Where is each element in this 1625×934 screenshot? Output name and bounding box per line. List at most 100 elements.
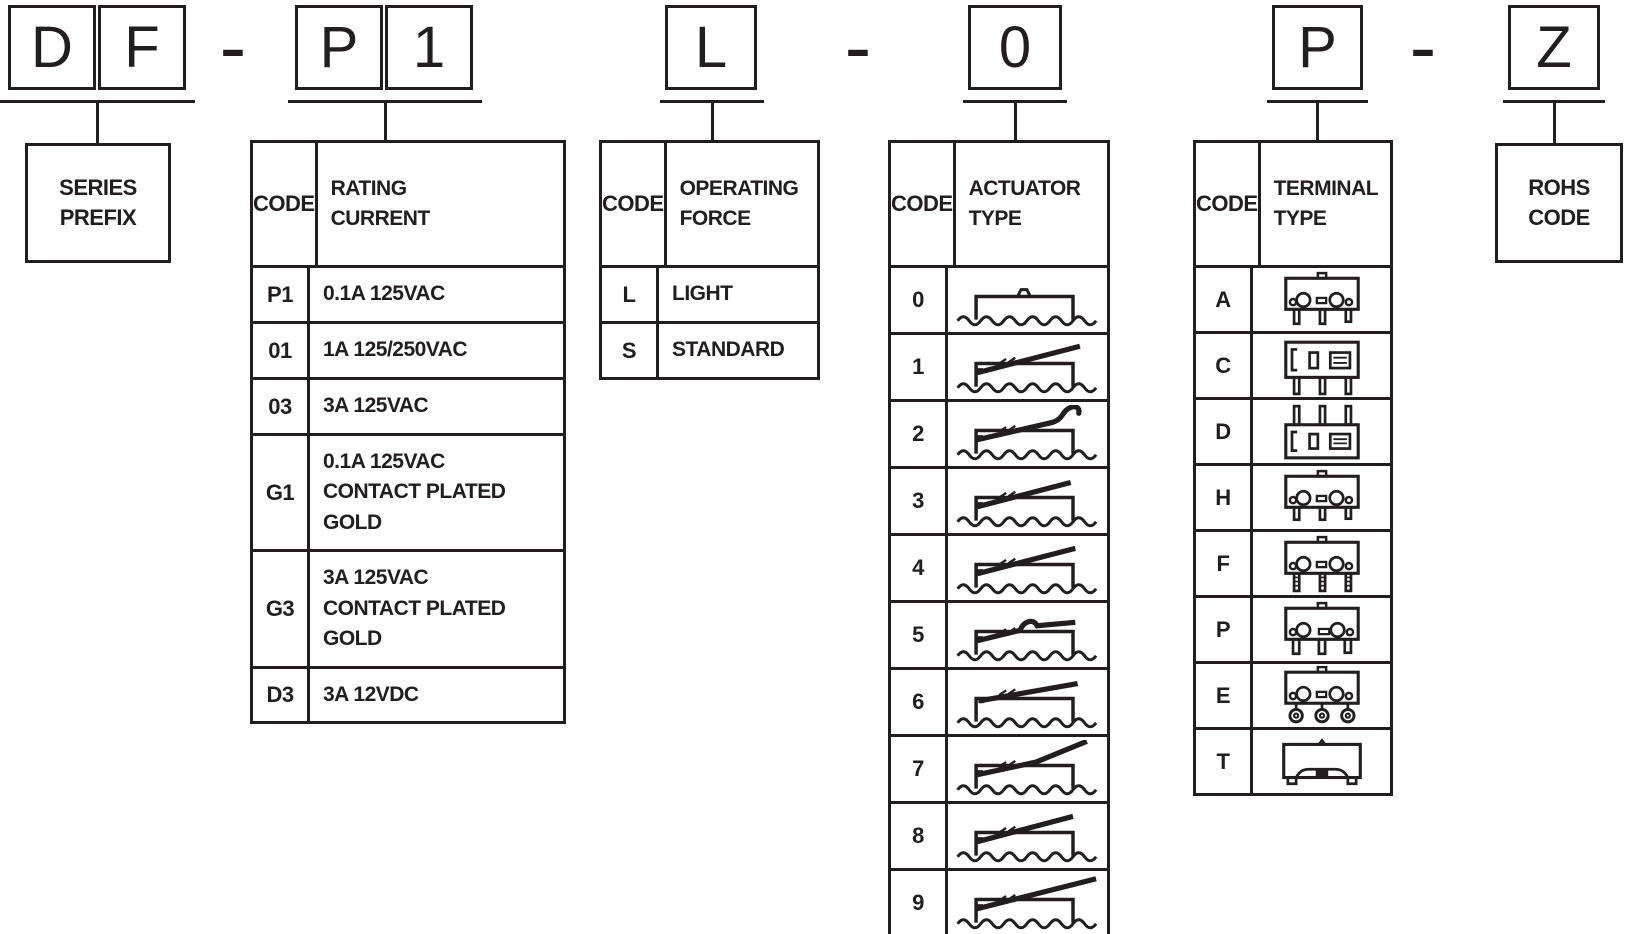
table-row: L LIGHT [602, 265, 817, 321]
part-char-box-rating-1: P [295, 5, 383, 90]
code-cell: G3 [253, 552, 310, 666]
table-row: 1 [891, 332, 1107, 399]
solder-terminal-icon [1283, 271, 1360, 325]
short-pin-terminal-icon [1283, 469, 1360, 521]
pin-plunger-icon [955, 288, 1097, 327]
code-cell: 7 [891, 737, 948, 801]
connector-force [711, 100, 714, 141]
hinge-lever-icon [955, 343, 1097, 394]
tab-terminal-icon [1281, 737, 1362, 785]
table-row: P1 0.1A 125VAC [253, 265, 563, 321]
code-cell: 03 [253, 380, 310, 433]
table-row: A [1196, 265, 1390, 331]
pcb-pin-up-icon [1283, 404, 1360, 459]
code-cell: E [1196, 664, 1253, 727]
desc-cell: 0.1A 125VAC CONTACT PLATED GOLD [323, 449, 506, 534]
series-prefix-label: SERIES PREFIX [25, 143, 171, 263]
desc-cell: LIGHT [672, 282, 733, 306]
code-cell: 0 [891, 268, 948, 332]
hinge-lever-short-icon [955, 480, 1097, 528]
table-row: T [1196, 727, 1390, 793]
table-row: D [1196, 397, 1390, 463]
table-title: TERMINAL TYPE [1273, 176, 1379, 230]
part-char-box-actuator: 0 [968, 5, 1062, 90]
low-lever-icon [955, 680, 1097, 729]
table-row: 7 [891, 734, 1107, 801]
pcb-straight-pin-icon [1283, 340, 1360, 395]
connector-actuator [1014, 100, 1017, 141]
wide-pin-terminal-icon [1283, 601, 1360, 655]
ribbed-pin-terminal-icon [1283, 535, 1360, 592]
part-char-box-rohs: Z [1508, 5, 1600, 90]
rohs-code-label: ROHS CODE [1495, 143, 1623, 263]
part-char-box-rating-2: 1 [385, 5, 473, 90]
code-cell: L [602, 268, 659, 321]
dash-separator: - [219, 2, 247, 91]
table-row: S STANDARD [602, 321, 817, 377]
long-lever-icon [955, 876, 1097, 930]
code-cell: 2 [891, 402, 948, 466]
code-cell: 8 [891, 804, 948, 868]
code-cell: G1 [253, 436, 310, 549]
desc-cell: STANDARD [672, 338, 785, 362]
table-title: OPERATING FORCE [679, 176, 799, 230]
connector-terminal [1316, 100, 1319, 141]
code-cell: D [1196, 400, 1253, 463]
desc-cell: 3A 125VAC CONTACT PLATED GOLD [323, 566, 506, 651]
eyelet-terminal-icon [1283, 665, 1360, 723]
connector-rating [384, 100, 387, 141]
desc-cell: 1A 125/250VAC [323, 338, 468, 362]
table-row: 0 [891, 265, 1107, 332]
table-row: 5 [891, 600, 1107, 667]
code-cell: F [1196, 532, 1253, 595]
code-cell: C [1196, 334, 1253, 397]
desc-cell: 0.1A 125VAC [323, 282, 445, 306]
table-row: 4 [891, 533, 1107, 600]
connector-series [96, 100, 99, 144]
table-row: 03 3A 125VAC [253, 377, 563, 433]
table-row: 9 [891, 868, 1107, 934]
table-title: ACTUATOR TYPE [968, 176, 1081, 230]
code-cell: S [602, 324, 659, 377]
part-char-box-series-1: D [8, 5, 96, 90]
part-char-box-series-2: F [98, 5, 186, 90]
part-char-box-terminal: P [1272, 5, 1363, 90]
dash-separator: - [844, 2, 872, 91]
table-row: E [1196, 661, 1390, 727]
code-cell: 01 [253, 324, 310, 377]
code-cell: P [1196, 598, 1253, 661]
desc-cell: 3A 125VAC [323, 394, 429, 418]
bent-lever-icon [955, 740, 1097, 796]
table-title: RATING CURRENT [330, 176, 431, 230]
code-cell: 1 [891, 335, 948, 399]
simulated-roller-lever-icon [955, 618, 1097, 662]
code-cell: P1 [253, 268, 310, 321]
table-row: 3 [891, 466, 1107, 533]
code-cell: 4 [891, 536, 948, 600]
table-row: 8 [891, 801, 1107, 868]
code-cell: T [1196, 730, 1253, 793]
code-cell: 5 [891, 603, 948, 667]
hook-lever-icon [955, 405, 1097, 461]
table-row: 01 1A 125/250VAC [253, 321, 563, 377]
hinge-lever-icon [955, 545, 1097, 595]
code-cell: H [1196, 466, 1253, 529]
table-row: F [1196, 529, 1390, 595]
table-row: H [1196, 463, 1390, 529]
table-row: G1 0.1A 125VAC CONTACT PLATED GOLD [253, 433, 563, 549]
table-row: 2 [891, 399, 1107, 466]
dash-separator: - [1409, 2, 1437, 91]
